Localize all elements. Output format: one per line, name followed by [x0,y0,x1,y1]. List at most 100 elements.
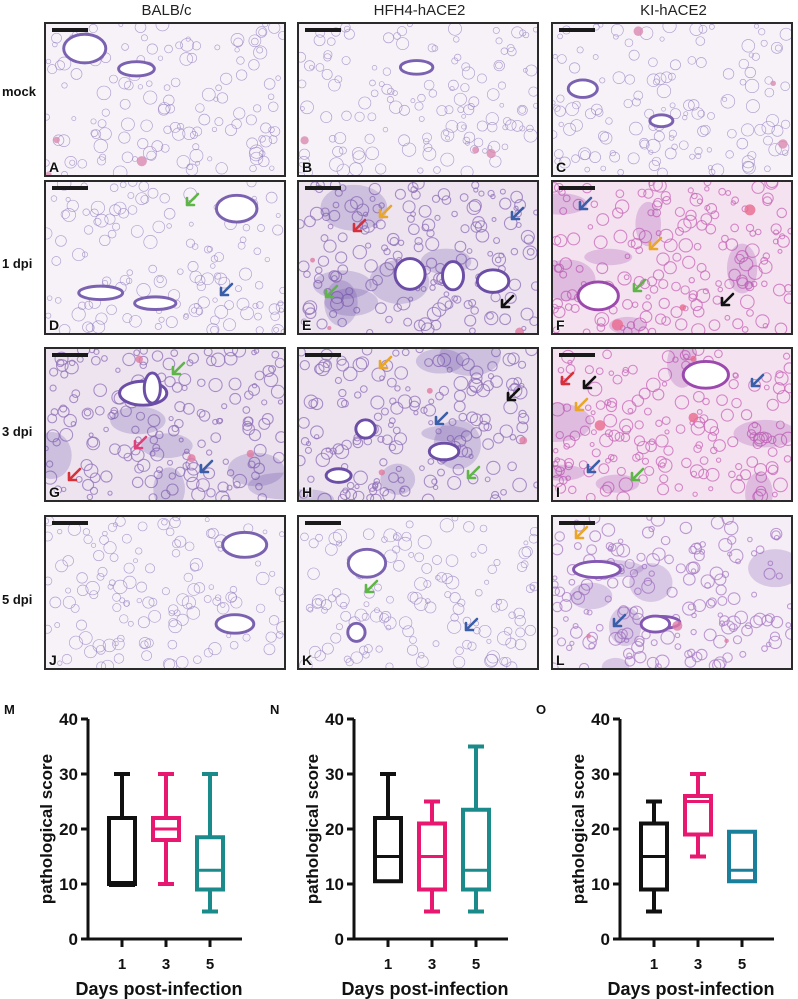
annotation-arrow-icon [750,373,765,388]
histology-panel-e: E [297,180,539,335]
annotation-arrow-icon [500,294,515,309]
lung-tissue-image [46,349,284,500]
y-axis-label: pathological score [569,754,588,904]
x-tick-label: 3 [694,956,702,973]
box-3-dpi [151,772,181,886]
y-axis-label: pathological score [37,754,56,904]
x-axis-label: Days post-infection [607,979,774,999]
panel-letter-l: L [556,652,565,668]
y-tick-label: 30 [325,765,344,784]
y-tick-label: 30 [591,765,610,784]
histology-panel-j: J [44,515,286,670]
histology-panel-a: A [44,22,286,177]
panel-letter-o: O [536,702,547,717]
histology-panel-f: F [551,180,793,335]
annotation-arrow-icon [352,218,367,233]
y-tick-label: 10 [591,875,610,894]
annotation-arrow-icon [586,459,601,474]
scale-bar [52,28,88,32]
x-tick-label: 1 [650,956,658,973]
scale-bar [52,521,88,525]
histology-panel-d: D [44,180,286,335]
y-tick-label: 40 [325,710,344,729]
box-5-dpi [195,772,225,914]
histology-panel-b: B [297,22,539,177]
column-title-balbc: BALB/c [141,2,192,19]
annotation-arrow-icon [720,292,735,307]
panel-letter-k: K [302,652,313,668]
scale-bar [305,186,341,190]
panel-letter-c: C [556,159,567,175]
panel-letter-f: F [556,317,565,333]
column-title-hfh4-hace2: HFH4-hACE2 [373,2,466,19]
panel-letter-a: A [49,159,60,175]
annotation-arrow-icon [648,236,663,251]
panel-letter-n: N [270,702,280,717]
box-plot-m: M 0 10 20 30 40 1 3 5 Days post-infection patholo… [0,700,266,999]
x-tick-label: 5 [472,956,480,973]
row-label-3dpi: 3 dpi [2,424,33,439]
box-1-dpi [639,799,669,914]
annotation-arrow-icon [582,375,597,390]
y-tick-label: 20 [59,820,78,839]
annotation-arrow-icon [466,465,481,480]
lung-tissue-image [46,182,284,333]
box-3-dpi [417,799,447,914]
y-tick-label: 40 [591,710,610,729]
annotation-arrow-icon [171,361,186,376]
row-label-mock: mock [2,84,36,99]
histology-panel-k: K [297,515,539,670]
y-tick-label: 20 [325,820,344,839]
x-tick-label: 5 [206,956,214,973]
annotation-arrow-icon [185,192,200,207]
annotation-arrow-icon [378,355,393,370]
y-tick-label: 0 [601,930,610,949]
histology-panel-i: I [551,347,793,502]
annotation-arrow-icon [133,435,148,450]
box-plot-o: O 0 10 20 30 40 1 3 5 Days post-infection patholo… [532,700,798,999]
panel-letter-m: M [4,702,15,717]
lung-tissue-image [46,24,284,175]
panel-letter-d: D [49,317,60,333]
lung-tissue-image [299,24,537,175]
x-axis-label: Days post-infection [341,979,508,999]
panel-letter-i: I [556,484,560,500]
box-plot-svg: 0 10 20 30 40 1 3 5 Days post-infection pathologi… [569,710,775,999]
x-tick-label: 1 [118,956,126,973]
scale-bar [559,353,595,357]
panel-letter-j: J [49,652,57,668]
scale-bar [305,28,341,32]
scale-bar [52,353,88,357]
scale-bar [559,521,595,525]
histology-panel-h: H [297,347,539,502]
annotation-arrow-icon [219,282,234,297]
histology-panel-g: G [44,347,286,502]
annotation-arrow-icon [434,411,449,426]
y-tick-label: 0 [69,930,78,949]
annotation-arrow-icon [506,387,521,402]
box-1-dpi [373,772,403,884]
y-tick-label: 30 [59,765,78,784]
annotation-arrow-icon [464,617,479,632]
scale-bar [305,521,341,525]
lung-tissue-image [46,517,284,668]
annotation-arrow-icon [574,397,589,412]
scale-bar [305,353,341,357]
annotation-arrow-icon [560,371,575,386]
y-tick-label: 0 [335,930,344,949]
panel-letter-b: B [302,159,313,175]
column-title-ki-hace2: KI-hACE2 [640,2,707,19]
lung-tissue-image [553,182,791,333]
scale-bar [52,186,88,190]
scale-bar [559,186,595,190]
x-tick-label: 3 [428,956,436,973]
lung-tissue-image [553,517,791,668]
row-label-5dpi: 5 dpi [2,592,33,607]
histology-panel-c: C [551,22,793,177]
annotation-arrow-icon [612,613,627,628]
lung-tissue-image [553,24,791,175]
x-tick-label: 1 [384,956,392,973]
y-tick-label: 20 [591,820,610,839]
annotation-arrow-icon [199,459,214,474]
annotation-arrow-icon [574,525,589,540]
